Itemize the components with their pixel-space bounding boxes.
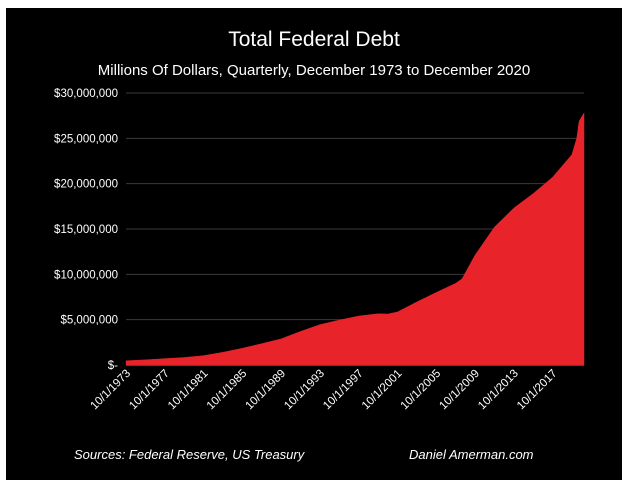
y-tick-label: $30,000,000 [54, 88, 118, 100]
chart-subtitle: Millions Of Dollars, Quarterly, December… [98, 62, 530, 79]
x-tick-label: 10/1/1993 [282, 368, 327, 413]
x-tick-label: 10/1/2009 [437, 368, 482, 413]
x-tick-label: 10/1/1981 [166, 368, 211, 413]
footer-credit: Daniel Amerman.com [409, 447, 534, 462]
x-tick-label: 10/1/1977 [127, 368, 172, 413]
y-tick-label: $5,000,000 [60, 315, 118, 327]
data-area [125, 112, 585, 366]
y-tick-label: $25,000,000 [54, 133, 118, 145]
chart-title: Total Federal Debt [228, 28, 400, 51]
gridlines [126, 92, 584, 366]
x-tick-label: 10/1/2001 [360, 368, 405, 413]
y-axis-ticks: $- $5,000,000 $10,000,000 $15,000,000 $20,00… [54, 88, 118, 372]
x-tick-label: 10/1/1985 [205, 368, 250, 413]
x-tick-label: 10/1/1973 [88, 368, 133, 413]
x-tick-label: 10/1/2017 [515, 368, 560, 413]
chart-panel: Total Federal Debt Millions Of Dollars, … [6, 8, 622, 480]
debt-area-series [125, 112, 585, 366]
x-tick-label: 10/1/1989 [244, 368, 289, 413]
x-tick-label: 10/1/2005 [399, 368, 444, 413]
y-tick-label: $15,000,000 [54, 224, 118, 236]
footer-sources: Sources: Federal Reserve, US Treasury [74, 447, 306, 462]
y-tick-label: $10,000,000 [54, 269, 118, 281]
debt-chart: Total Federal Debt Millions Of Dollars, … [54, 28, 585, 462]
y-tick-label: $- [108, 360, 118, 372]
x-tick-label: 10/1/2013 [476, 368, 521, 413]
x-tick-label: 10/1/1997 [321, 368, 366, 413]
y-tick-label: $20,000,000 [54, 179, 118, 191]
x-axis-ticks: 10/1/197310/1/197710/1/198110/1/198510/1… [88, 368, 559, 413]
